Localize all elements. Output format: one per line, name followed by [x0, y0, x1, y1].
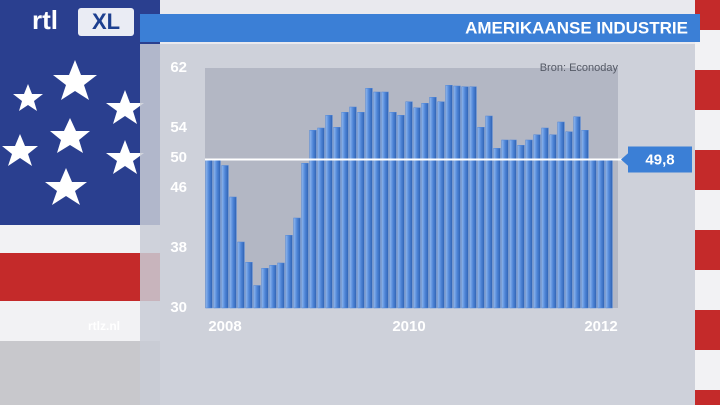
bar [413, 107, 421, 309]
y-tick-label: 54 [170, 119, 187, 136]
reference-label: 49,8 [645, 151, 674, 168]
bar [365, 88, 373, 309]
bar [261, 268, 269, 309]
bar [565, 131, 573, 309]
bar [269, 265, 277, 309]
y-tick-label: 30 [170, 299, 187, 316]
bar [325, 115, 333, 309]
bar [573, 116, 581, 309]
bar [229, 196, 237, 309]
bar [533, 134, 541, 309]
bar [605, 159, 613, 309]
y-tick-label: 46 [170, 179, 187, 196]
chart-title: AMERIKAANSE INDUSTRIE [465, 18, 688, 37]
bar [293, 217, 301, 309]
bar [549, 134, 557, 309]
bar [501, 139, 509, 309]
x-tick-label: 2010 [392, 318, 425, 335]
bar [213, 160, 221, 309]
bar [541, 127, 549, 309]
title-bar [140, 14, 700, 42]
bar [357, 112, 365, 309]
reference-box [628, 146, 692, 173]
bar [581, 130, 589, 309]
bar [373, 91, 381, 309]
bar [333, 127, 341, 309]
bar [437, 101, 445, 309]
x-tick-label: 2008 [208, 318, 241, 335]
bar [253, 285, 261, 309]
bar [341, 112, 349, 309]
bar [349, 106, 357, 309]
plot: 62 54 50 46 38 30 2008 2010 2012 49,8 [170, 59, 692, 335]
bar [317, 127, 325, 309]
logo: rtl XL [32, 5, 134, 36]
y-tick-label: 50 [170, 149, 187, 166]
bar [525, 139, 533, 309]
bar [389, 112, 397, 309]
bar [429, 97, 437, 309]
bar [205, 160, 213, 309]
logo-badge [78, 8, 134, 36]
bar [509, 139, 517, 309]
bar [493, 148, 501, 309]
reference-pointer [621, 151, 630, 168]
bar [245, 262, 253, 309]
bar [397, 115, 405, 309]
bar [405, 101, 413, 309]
bar [461, 86, 469, 309]
website: rtlz.nl [88, 319, 120, 333]
bar [237, 241, 245, 309]
y-tick-label: 62 [170, 59, 187, 76]
x-tick-label: 2012 [584, 318, 617, 335]
bar [277, 262, 285, 309]
bar [589, 159, 597, 309]
source: Bron: Econoday [540, 62, 619, 74]
bar [517, 145, 525, 309]
bar [309, 130, 317, 309]
y-tick-label: 38 [170, 239, 187, 256]
bar [557, 121, 565, 309]
bar [285, 235, 293, 309]
bar [477, 127, 485, 309]
logo-text: rtl [32, 5, 58, 35]
bar [445, 85, 453, 309]
bar [469, 86, 477, 309]
bar [597, 159, 605, 309]
bar [221, 165, 229, 309]
bar [453, 85, 461, 309]
bar [301, 163, 309, 309]
logo-badge-text: XL [92, 9, 120, 34]
bar [421, 103, 429, 309]
bar [485, 115, 493, 309]
bar [381, 91, 389, 309]
